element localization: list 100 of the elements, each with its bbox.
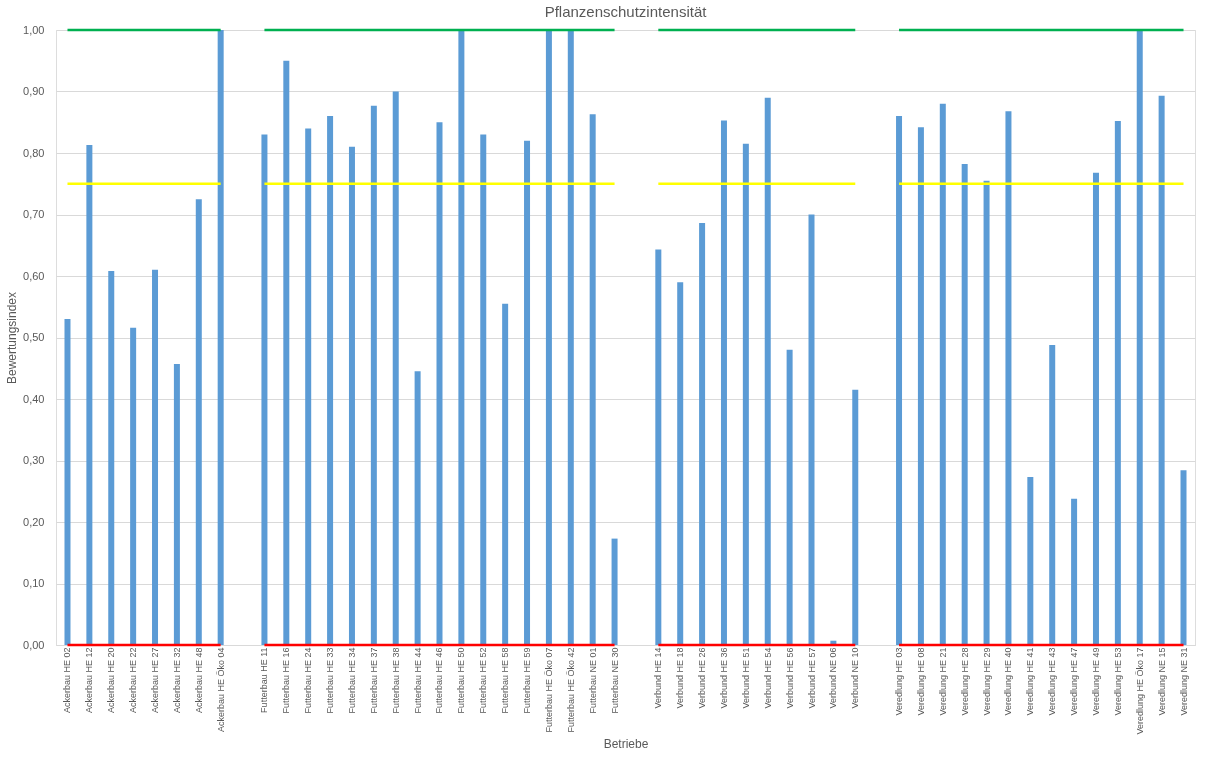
bar xyxy=(458,30,465,645)
x-tick-label: Verbund HE 14 xyxy=(653,647,664,709)
x-tick-label: Verbund HE 18 xyxy=(675,647,686,709)
bar xyxy=(108,271,115,645)
bar xyxy=(86,145,93,645)
bar xyxy=(589,114,596,645)
bar xyxy=(764,97,771,645)
x-tick-label: Futterbau HE 38 xyxy=(390,647,401,714)
bar xyxy=(611,538,618,645)
x-tick-label: Futterbau NE 30 xyxy=(609,647,620,714)
x-tick-label: Veredlung HE 40 xyxy=(1003,647,1014,716)
x-tick-label: Ackerbau HE 22 xyxy=(128,647,139,714)
bar xyxy=(283,60,290,645)
x-tick-label: Veredlung HE 29 xyxy=(981,647,992,716)
x-tick-label: Veredlung HE Öko 17 xyxy=(1134,647,1145,735)
bar xyxy=(348,146,355,645)
bar xyxy=(1049,344,1056,645)
x-tick-label: Futterbau HE 11 xyxy=(259,647,270,713)
bar xyxy=(983,180,990,645)
x-tick-label: Verbund HE 51 xyxy=(740,647,751,709)
y-tick-label: 0,40 xyxy=(23,392,45,405)
x-tick-label: Futterbau HE 52 xyxy=(478,647,489,714)
bar xyxy=(195,199,202,645)
y-tick-label: 0,30 xyxy=(23,454,45,466)
x-tick-label: Futterbau HE Öko 07 xyxy=(543,647,554,733)
x-tick-label: Futterbau HE 50 xyxy=(456,647,467,714)
bar xyxy=(1005,111,1012,645)
bar xyxy=(305,128,312,645)
x-axis-title: Betriebe xyxy=(603,736,649,751)
x-tick-label: Futterbau HE 58 xyxy=(500,647,511,714)
bar xyxy=(677,282,684,645)
bar xyxy=(1092,172,1099,645)
bar xyxy=(152,269,159,645)
bar xyxy=(1158,95,1165,645)
x-tick-label: Verbund HE 36 xyxy=(718,647,729,709)
y-tick-label: 1,00 xyxy=(23,23,45,36)
x-tick-label: Ackerbau HE 12 xyxy=(84,647,95,714)
bar xyxy=(173,363,180,645)
x-tick-label: Ackerbau HE 27 xyxy=(150,647,161,714)
bar xyxy=(414,371,421,645)
x-tick-label: Verbund HE 54 xyxy=(762,647,773,709)
bar xyxy=(917,127,924,645)
bar xyxy=(480,134,487,645)
x-tick-label: Futterbau HE 37 xyxy=(368,647,379,714)
y-axis-title: Bewertungsindex xyxy=(5,291,20,385)
y-tick-label: 0,00 xyxy=(23,638,45,651)
bar xyxy=(852,389,859,645)
x-tick-label: Veredlung HE 49 xyxy=(1090,647,1101,716)
x-tick-label: Veredlung HE 43 xyxy=(1047,647,1058,716)
x-tick-label: Ackerbau HE 02 xyxy=(62,647,73,714)
bar xyxy=(1071,498,1078,645)
bar xyxy=(742,143,749,645)
x-tick-label: Veredlung HE 08 xyxy=(915,647,926,716)
bar xyxy=(1180,470,1187,645)
y-tick-label: 0,10 xyxy=(23,577,45,589)
bar xyxy=(217,30,224,645)
bar xyxy=(261,134,268,645)
bar xyxy=(655,249,662,645)
x-tick-label: Veredlung HE 03 xyxy=(894,647,905,716)
bar xyxy=(808,214,815,645)
bar xyxy=(64,319,71,645)
x-tick-label: Ackerbau HE 32 xyxy=(171,647,182,714)
y-tick-label: 0,90 xyxy=(23,85,45,97)
y-tick-label: 0,20 xyxy=(23,515,45,528)
bar xyxy=(327,116,334,645)
y-tick-label: 0,70 xyxy=(23,208,45,220)
x-tick-label: Futterbau HE 24 xyxy=(303,647,314,714)
chart-title: Pflanzenschutzintensität xyxy=(544,3,708,20)
bar xyxy=(896,116,903,645)
x-tick-label: Veredlung HE 41 xyxy=(1025,647,1036,716)
bar xyxy=(1136,30,1143,645)
x-tick-label: Verbund HE 26 xyxy=(697,647,708,709)
bar xyxy=(130,327,137,645)
x-tick-label: Veredlung NE 15 xyxy=(1156,647,1167,716)
bar xyxy=(786,349,793,645)
y-tick-label: 0,80 xyxy=(23,146,45,159)
bar xyxy=(392,91,399,645)
x-tick-label: Veredlung HE 21 xyxy=(937,647,948,716)
x-tick-label: Ackerbau HE 20 xyxy=(106,647,117,714)
bar xyxy=(1114,121,1121,645)
x-tick-label: Futterbau HE 33 xyxy=(325,647,336,714)
x-tick-label: Futterbau HE Öko 42 xyxy=(565,647,576,733)
x-tick-label: Veredlung HE 28 xyxy=(959,647,970,716)
bar xyxy=(939,103,946,645)
x-tick-label: Verbund HE 56 xyxy=(784,647,795,709)
x-tick-label: Verbund NE 10 xyxy=(850,647,861,709)
bar xyxy=(370,105,377,645)
x-tick-label: Ackerbau HE Öko 04 xyxy=(215,647,226,733)
bar xyxy=(720,120,727,645)
x-tick-label: Veredlung HE 47 xyxy=(1069,647,1080,716)
x-tick-label: Futterbau NE 01 xyxy=(587,647,598,714)
x-tick-label: Ackerbau HE 48 xyxy=(193,647,204,714)
x-tick-label: Verbund NE 06 xyxy=(828,647,839,709)
bar xyxy=(545,30,552,645)
x-tick-label: Futterbau HE 44 xyxy=(412,647,423,714)
x-tick-label: Futterbau HE 59 xyxy=(522,647,533,714)
bar xyxy=(524,140,531,645)
bar xyxy=(502,303,509,645)
x-tick-label: Futterbau HE 46 xyxy=(434,647,445,714)
x-tick-label: Veredlung NE 31 xyxy=(1178,647,1189,716)
